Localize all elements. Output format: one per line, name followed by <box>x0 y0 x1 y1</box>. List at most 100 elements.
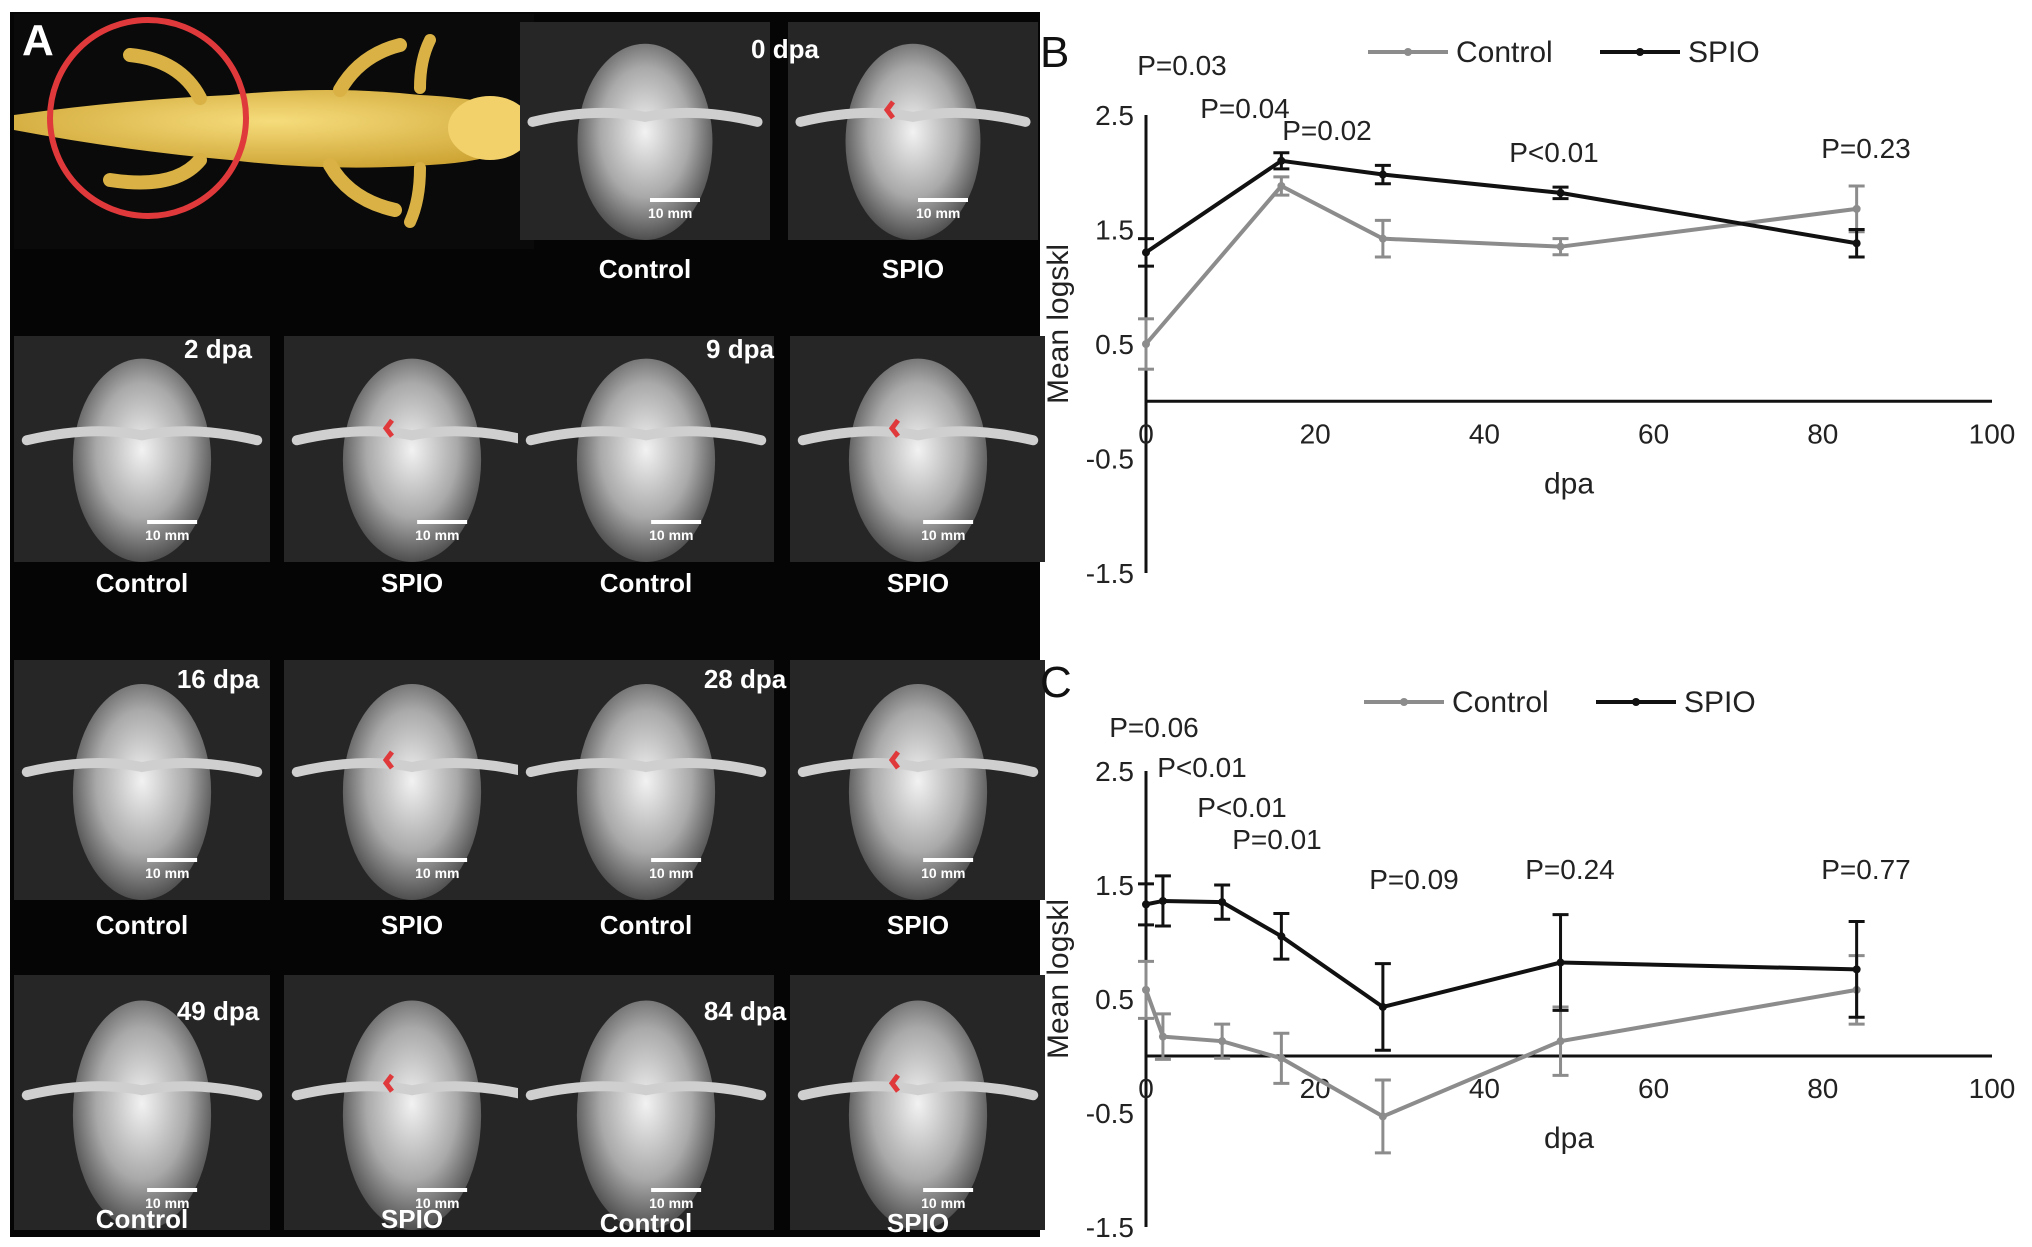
p-value-label: P=0.09 <box>1369 864 1459 895</box>
mri-group: 10 mm Control 10 mm SPIO 16 dpa <box>14 660 540 940</box>
mri-group: 10 mm Control 10 mm SPIO 2 dpa <box>14 334 540 598</box>
spio-label: SPIO <box>882 254 944 284</box>
x-tick-label: 100 <box>1969 418 2016 449</box>
data-point <box>1852 239 1861 248</box>
mri-limbs <box>797 1081 1039 1101</box>
data-point <box>1556 188 1565 197</box>
mri-body <box>848 1000 988 1230</box>
data-point <box>1378 234 1387 243</box>
series-line-control <box>1144 987 1857 1119</box>
scale-bar-label: 10 mm <box>921 865 965 881</box>
y-axis-label: Mean logskl <box>1042 899 1075 1059</box>
mri-limbs <box>21 426 263 446</box>
scale-bar-label: 10 mm <box>415 1195 459 1211</box>
y-tick-label: -0.5 <box>1086 1098 1134 1129</box>
legend-label: Control <box>1456 36 1553 69</box>
mri-limbs <box>795 107 1031 127</box>
control-label: Control <box>96 568 188 598</box>
spio-marker-arrow <box>883 100 895 120</box>
time-label: 2 dpa <box>184 334 252 364</box>
p-value-label: P<0.01 <box>1157 752 1247 783</box>
mri-limbs <box>797 426 1039 446</box>
spio-marker-arrow <box>382 418 394 438</box>
scale-bar-label: 10 mm <box>415 865 459 881</box>
y-tick-label: 0.5 <box>1095 329 1134 360</box>
mri-body <box>342 358 482 562</box>
legend-label: SPIO <box>1684 686 1756 719</box>
scale-bar-label: 10 mm <box>921 527 965 543</box>
control-label: Control <box>599 254 691 284</box>
y-tick-label: 1.5 <box>1095 870 1134 901</box>
p-value-label: P=0.23 <box>1821 133 1911 164</box>
p-value-label: P=0.24 <box>1525 854 1615 885</box>
mri-limbs <box>527 107 763 127</box>
data-point <box>1142 985 1150 994</box>
scale-bar-label: 10 mm <box>921 1195 965 1211</box>
highlight-circle <box>47 17 249 219</box>
y-tick-label: 1.5 <box>1095 215 1134 246</box>
mri-body <box>576 1000 716 1230</box>
panel-a-label: A <box>22 16 54 65</box>
mri-limbs <box>21 758 263 777</box>
spio-label: SPIO <box>887 568 949 598</box>
time-label: 49 dpa <box>177 996 260 1026</box>
data-point <box>1218 1037 1227 1046</box>
x-axis-label: dpa <box>1544 1122 1594 1155</box>
chart-b: 2.5 1.5 0.5 -0.5 -1.5 0 20 40 60 80 100 dpa Mean log… <box>1042 36 2016 589</box>
mri-body <box>576 358 716 562</box>
data-point <box>1218 898 1227 907</box>
y-tick-label: 0.5 <box>1095 984 1134 1015</box>
x-tick-label: 0 <box>1138 418 1154 449</box>
x-tick-label: 60 <box>1638 418 1669 449</box>
mri-body <box>577 43 713 241</box>
x-tick-label: 80 <box>1807 418 1838 449</box>
data-point <box>1556 242 1565 251</box>
y-tick-label: -1.5 <box>1086 558 1134 589</box>
y-tick-label: -1.5 <box>1086 1212 1134 1243</box>
mri-body <box>845 43 981 241</box>
x-tick-label: 20 <box>1300 418 1331 449</box>
mri-limbs <box>525 1081 767 1101</box>
scale-bar-label: 10 mm <box>415 527 459 543</box>
mri-body <box>576 684 716 900</box>
spio-marker-arrow <box>382 750 394 770</box>
p-value-label: P=0.04 <box>1200 93 1290 124</box>
control-label: Control <box>600 1208 692 1238</box>
x-tick-label: 80 <box>1807 1073 1838 1104</box>
legend-label: SPIO <box>1688 36 1760 69</box>
x-tick-label: 0 <box>1138 1073 1154 1104</box>
p-value-label: P=0.03 <box>1137 50 1227 81</box>
scale-bar-label: 10 mm <box>648 205 692 221</box>
p-value-label: P<0.01 <box>1509 137 1599 168</box>
mri-tile-spio: 10 mm SPIO <box>790 336 1045 598</box>
control-label: Control <box>96 910 188 940</box>
spio-label: SPIO <box>381 1204 443 1234</box>
time-label: 16 dpa <box>177 664 260 694</box>
x-axis-label: dpa <box>1544 467 1594 500</box>
scale-bar-label: 10 mm <box>649 527 693 543</box>
mri-tile-control: 10 mm Control <box>520 22 770 284</box>
mri-body <box>342 1000 482 1230</box>
y-tick-label: -0.5 <box>1086 444 1134 475</box>
time-label: 0 dpa <box>751 34 819 64</box>
time-label: 84 dpa <box>704 996 787 1026</box>
mri-group: 10 mm Control 10 mm SPIO 9 dpa <box>518 334 1045 598</box>
data-point <box>1277 156 1286 165</box>
mri-body <box>848 684 988 900</box>
mri-body <box>848 358 988 562</box>
data-point <box>1277 181 1286 190</box>
data-point <box>1142 248 1150 257</box>
data-point <box>1852 204 1861 213</box>
mri-limbs <box>525 758 767 777</box>
